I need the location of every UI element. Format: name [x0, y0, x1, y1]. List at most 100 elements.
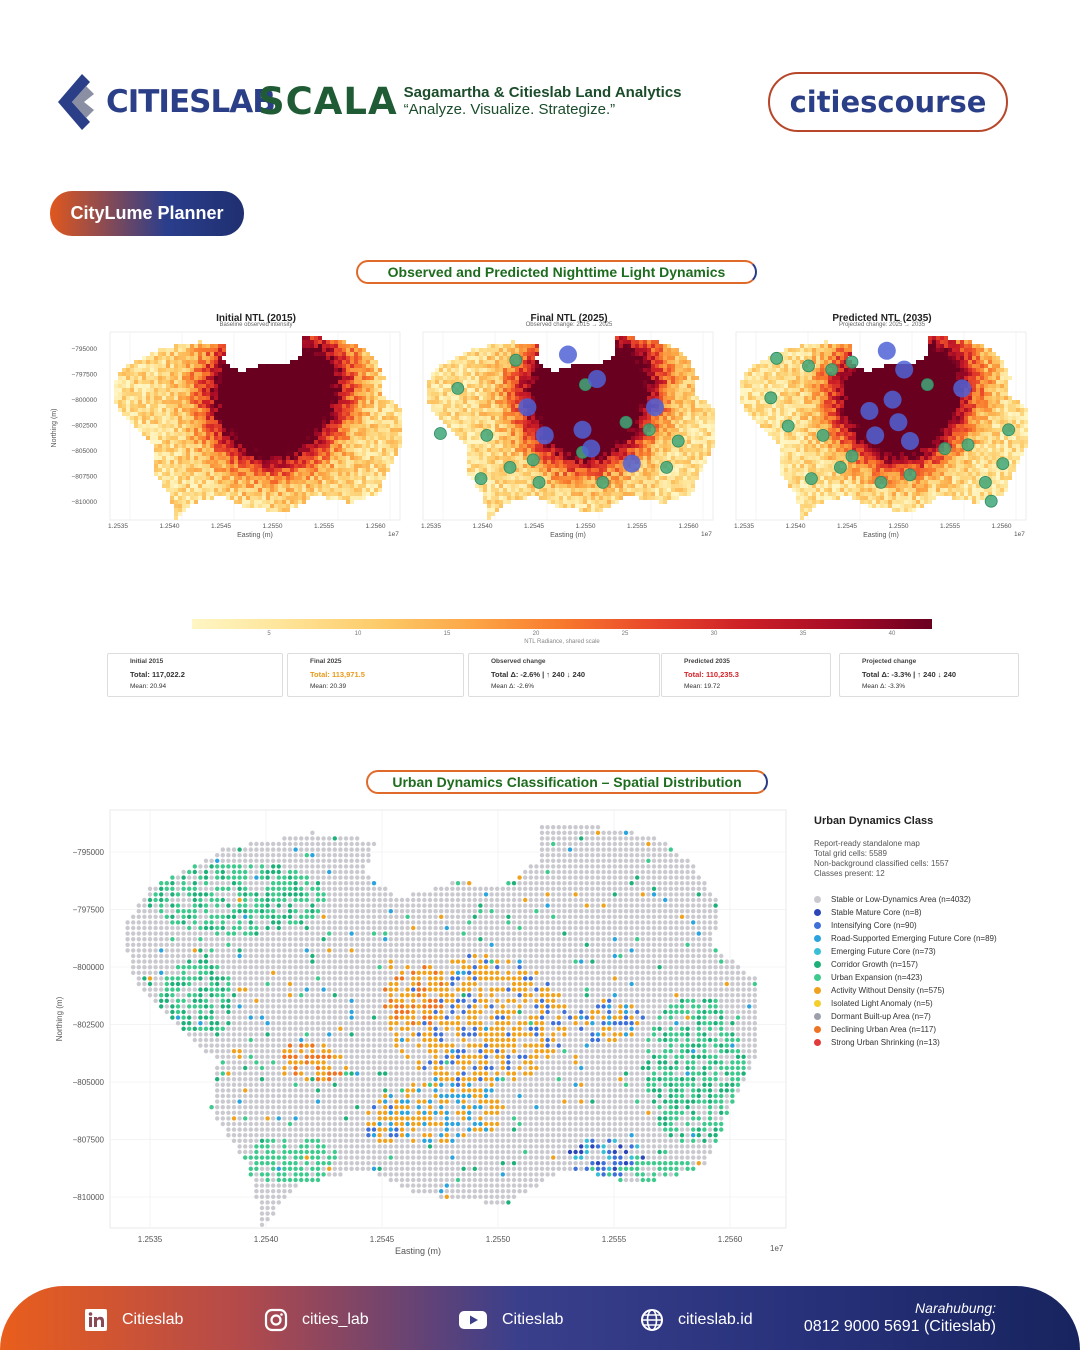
heat-cell	[274, 476, 278, 480]
heat-cell	[302, 400, 306, 404]
heat-cell	[170, 448, 174, 452]
heat-cell	[515, 396, 519, 400]
heat-cell	[519, 416, 523, 420]
heat-cell	[631, 380, 635, 384]
heat-cell	[370, 472, 374, 476]
heat-cell	[663, 444, 667, 448]
heat-cell	[679, 432, 683, 436]
heat-cell	[138, 376, 142, 380]
heat-cell	[551, 460, 555, 464]
heat-cell	[695, 408, 699, 412]
heat-cell	[194, 400, 198, 404]
heat-cell	[515, 444, 519, 448]
heat-cell	[330, 472, 334, 476]
heat-cell	[298, 472, 302, 476]
heat-cell	[306, 436, 310, 440]
heat-cell	[487, 348, 491, 352]
heat-cell	[627, 404, 631, 408]
heat-cell	[330, 468, 334, 472]
heat-cell	[310, 448, 314, 452]
heat-cell	[615, 380, 619, 384]
heat-cell	[290, 372, 294, 376]
heat-cell	[330, 412, 334, 416]
heat-cell	[623, 396, 627, 400]
heat-cell	[519, 376, 523, 380]
heat-cell	[338, 408, 342, 412]
heat-cell	[130, 376, 134, 380]
heat-cell	[202, 468, 206, 472]
heat-cell	[960, 348, 964, 352]
heat-cell	[623, 392, 627, 396]
heat-cell	[294, 372, 298, 376]
heat-cell	[992, 356, 996, 360]
heat-cell	[475, 424, 479, 428]
heat-cell	[178, 492, 182, 496]
heat-cell	[543, 392, 547, 396]
heat-cell	[639, 440, 643, 444]
heat-cell	[230, 404, 234, 408]
heat-cell	[491, 476, 495, 480]
heat-cell	[230, 372, 234, 376]
heat-cell	[503, 388, 507, 392]
heat-cell	[166, 388, 170, 392]
heat-cell	[322, 468, 326, 472]
heat-cell	[603, 440, 607, 444]
heat-cell	[487, 360, 491, 364]
heat-cell	[535, 348, 539, 352]
heat-cell	[314, 352, 318, 356]
heat-cell	[350, 416, 354, 420]
heat-cell	[338, 364, 342, 368]
heat-cell	[631, 400, 635, 404]
heat-cell	[226, 448, 230, 452]
heat-cell	[559, 452, 563, 456]
heat-cell	[186, 388, 190, 392]
heat-cell	[290, 460, 294, 464]
heat-cell	[547, 468, 551, 472]
heat-cell	[130, 384, 134, 388]
heat-cell	[687, 436, 691, 440]
heat-cell	[390, 420, 394, 424]
heat-cell	[523, 360, 527, 364]
heat-cell	[487, 484, 491, 488]
heat-cell	[270, 388, 274, 392]
heat-cell	[218, 420, 222, 424]
heat-cell	[483, 440, 487, 444]
heat-cell	[318, 400, 322, 404]
heat-cell	[675, 356, 679, 360]
heat-cell	[266, 452, 270, 456]
heat-cell	[158, 472, 162, 476]
heat-cell	[960, 356, 964, 360]
heat-cell	[330, 464, 334, 468]
heat-cell	[222, 456, 226, 460]
heat-cell	[210, 484, 214, 488]
heat-cell	[114, 392, 118, 396]
heat-cell	[619, 352, 623, 356]
heat-cell	[242, 496, 246, 500]
heat-cell	[214, 464, 218, 468]
heat-cell	[623, 476, 627, 480]
heat-cell	[579, 388, 583, 392]
heat-cell	[559, 480, 563, 484]
heat-cell	[126, 408, 130, 412]
heat-cell	[238, 456, 242, 460]
heat-cell	[338, 460, 342, 464]
heat-cell	[691, 368, 695, 372]
heat-cell	[495, 456, 499, 460]
heat-cell	[579, 484, 583, 488]
heat-cell	[298, 408, 302, 412]
heat-cell	[467, 392, 471, 396]
heat-cell	[338, 488, 342, 492]
heat-cell	[491, 464, 495, 468]
heat-cell	[242, 432, 246, 436]
heat-cell	[607, 460, 611, 464]
heat-cell	[643, 356, 647, 360]
heat-cell	[583, 460, 587, 464]
heat-cell	[242, 488, 246, 492]
heat-cell	[158, 448, 162, 452]
heat-cell	[134, 412, 138, 416]
heat-cell	[443, 376, 447, 380]
heat-cell	[816, 344, 820, 348]
heat-cell	[667, 436, 671, 440]
heat-cell	[447, 408, 451, 412]
heat-cell	[631, 384, 635, 388]
